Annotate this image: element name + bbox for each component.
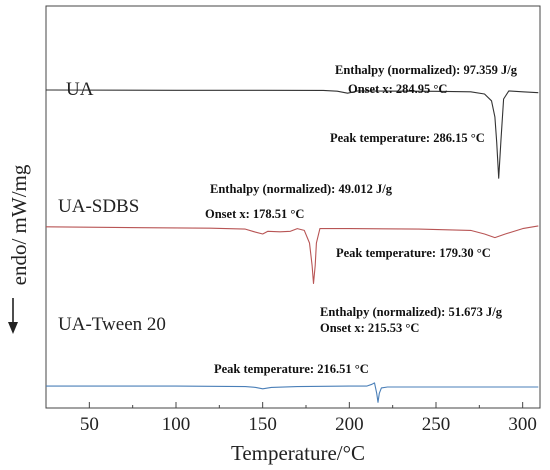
annotation-tween-enthalpy: Enthalpy (normalized): 51.673 J/g bbox=[320, 305, 503, 319]
x-tick-label-50: 50 bbox=[80, 414, 99, 435]
annotation-sdbs-onset: Onset x: 178.51 °C bbox=[205, 207, 304, 221]
annotation-ua-onset: Onset x: 284.95 °C bbox=[348, 82, 447, 96]
x-tick-label-100: 100 bbox=[162, 414, 191, 435]
plot-frame bbox=[45, 5, 541, 409]
series-label-ua-sdbs: UA-SDBS bbox=[58, 196, 139, 217]
annotation-ua-peak: Peak temperature: 286.15 °C bbox=[330, 131, 485, 145]
y-axis-title: endo/ mW/mg bbox=[7, 164, 31, 285]
series-line-2 bbox=[46, 382, 539, 403]
x-tick-label-150: 150 bbox=[248, 414, 277, 435]
series-label-ua: UA bbox=[66, 79, 94, 100]
annotation-tween-peak: Peak temperature: 216.51 °C bbox=[214, 362, 369, 376]
x-tick-label-200: 200 bbox=[335, 414, 364, 435]
annotation-ua-enthalpy: Enthalpy (normalized): 97.359 J/g bbox=[335, 63, 518, 77]
annotation-sdbs-peak: Peak temperature: 179.30 °C bbox=[336, 246, 491, 260]
y-arrow-head bbox=[8, 322, 18, 334]
series-line-0 bbox=[45, 89, 539, 179]
series-line-1 bbox=[45, 225, 539, 285]
annotation-sdbs-enthalpy: Enthalpy (normalized): 49.012 J/g bbox=[210, 182, 393, 196]
x-axis-title: Temperature/°C bbox=[231, 441, 365, 465]
annotation-tween-onset: Onset x: 215.53 °C bbox=[320, 321, 419, 335]
series-label-ua-tween20: UA-Tween 20 bbox=[58, 314, 166, 335]
plot-area: 50 100 150 200 250 300 bbox=[8, 5, 541, 435]
x-tick-label-250: 250 bbox=[422, 414, 451, 435]
x-tick-label-300: 300 bbox=[508, 414, 537, 435]
